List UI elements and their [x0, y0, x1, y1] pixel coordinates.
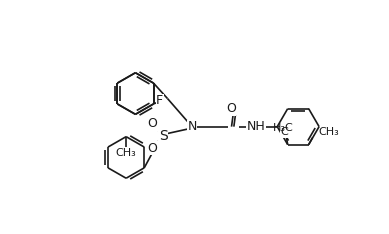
Text: S: S [159, 129, 168, 143]
Text: F: F [156, 94, 163, 107]
Text: CH₃: CH₃ [116, 148, 137, 158]
Text: N: N [187, 120, 197, 133]
Text: NH: NH [247, 120, 266, 133]
Text: H₃C: H₃C [273, 123, 293, 133]
Text: C: C [281, 127, 289, 137]
Text: O: O [147, 142, 158, 155]
Text: O: O [226, 102, 236, 115]
Text: O: O [147, 117, 158, 130]
Text: CH₃: CH₃ [318, 127, 339, 137]
